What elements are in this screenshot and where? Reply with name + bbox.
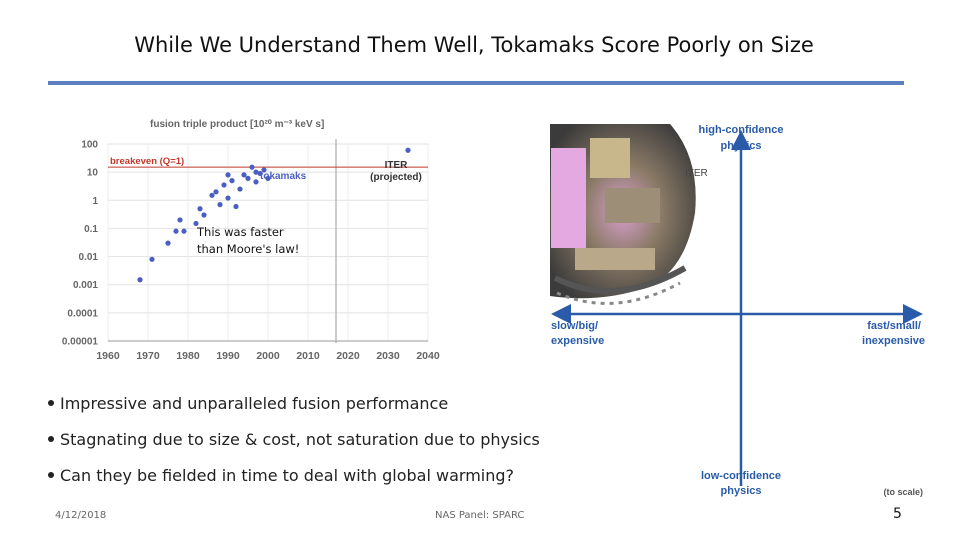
x-tick-label: 1960: [96, 350, 120, 362]
triple-product-chart: fusion triple product [10²⁰ m⁻³ keV s] 1…: [62, 119, 440, 362]
iter-projected-label: (projected): [370, 172, 422, 183]
bullet-item: Impressive and unparalleled fusion perfo…: [48, 394, 448, 413]
tokamak-data-point: [225, 195, 231, 201]
top-label-2: physics: [721, 140, 762, 152]
footer-date: 4/12/2018: [55, 510, 107, 521]
tokamak-data-point: [181, 228, 187, 234]
right-label-2: inexpensive: [862, 335, 925, 347]
bottom-label-1: low-confidence: [701, 470, 781, 482]
bullet-item: Stagnating due to size & cost, not satur…: [48, 430, 540, 449]
callout-line-2: than Moore's law!: [197, 242, 299, 256]
data-points: [137, 147, 411, 283]
tokamak-data-point: [265, 175, 271, 181]
tokamak-data-point: [137, 277, 143, 283]
iter-tokamak-cutaway-icon: [550, 124, 696, 305]
tokamak-data-point: [217, 202, 223, 208]
title-divider: [48, 81, 904, 85]
tokamak-data-point: [225, 172, 231, 178]
x-tick-label: 2020: [336, 350, 360, 362]
tokamak-data-point: [253, 169, 259, 175]
bullet-text: Can they be fielded in time to deal with…: [60, 466, 515, 485]
tokamak-data-point: [193, 220, 199, 227]
bullet-item: Can they be fielded in time to deal with…: [48, 466, 514, 485]
bullet-dot-icon: [48, 471, 54, 478]
chart-annotations: tokamaks ITER(projected) This was faster th…: [196, 160, 422, 256]
scale-note: (to scale): [883, 487, 923, 497]
tokamak-data-point: [177, 217, 183, 223]
y-tick-label: 0.01: [79, 252, 99, 263]
x-tick-label: 1970: [136, 350, 160, 362]
breakeven-label: breakeven (Q=1): [110, 156, 184, 167]
y-tick-label: 0.00001: [62, 337, 99, 348]
x-tick-label: 2010: [296, 350, 320, 362]
chart-grid: [107, 139, 429, 343]
left-label-1: slow/big/: [551, 320, 598, 332]
tokamak-data-point: [249, 164, 255, 170]
y-tick-label: 0.0001: [67, 308, 98, 319]
y-tick-label: 100: [81, 140, 98, 151]
right-label-1: fast/small/: [867, 320, 921, 332]
slide-title: While We Understand Them Well, Tokamaks …: [134, 33, 814, 57]
tokamak-data-point: [233, 203, 239, 210]
y-tick-label: 1: [92, 196, 98, 207]
top-label-1: high-confidence: [699, 124, 784, 136]
tokamak-data-point: [245, 175, 251, 181]
x-tick-label: 2030: [376, 350, 400, 362]
tokamak-data-point: [213, 189, 219, 195]
left-label-2: expensive: [551, 335, 604, 347]
tokamak-data-point: [241, 172, 247, 178]
x-tick-labels: 1960 1970 1980 1990 2000 2010 2020 2030 2040: [96, 350, 440, 362]
bullet-text: Impressive and unparalleled fusion perfo…: [60, 394, 449, 413]
callout-line-1: This was faster: [196, 225, 284, 239]
bottom-label-2: physics: [721, 485, 762, 497]
tokamak-data-point: [209, 192, 215, 198]
footer-center: NAS Panel: SPARC: [435, 510, 525, 521]
x-tick-label: 2000: [256, 350, 280, 362]
y-tick-label: 10: [87, 168, 99, 179]
bullet-dot-icon: [48, 399, 54, 406]
y-tick-label: 0.1: [84, 224, 98, 235]
tokamak-data-point: [149, 256, 155, 262]
size-confidence-quadrant: high-confidence physics low-confidence p…: [550, 124, 925, 497]
page-number: 5: [893, 506, 902, 522]
tokamak-data-point: [237, 186, 243, 192]
tokamak-data-point: [173, 228, 179, 234]
tokamaks-label: tokamaks: [260, 171, 307, 182]
tokamak-data-point: [257, 170, 263, 177]
reference-lines: breakeven (Q=1): [108, 156, 428, 168]
tokamak-data-point: [201, 212, 207, 218]
tokamak-data-point: [165, 240, 171, 246]
x-tick-label: 2040: [416, 350, 440, 362]
iter-image-label: ITER: [685, 168, 708, 179]
tokamak-data-point: [221, 182, 227, 188]
y-tick-labels: 100 10 1 0.1 0.01 0.001 0.0001 0.00001: [62, 140, 99, 348]
tokamak-data-point: [253, 179, 259, 185]
tokamak-data-point: [229, 178, 235, 184]
bullet-dot-icon: [48, 435, 54, 442]
tokamak-data-point: [261, 167, 267, 173]
tokamak-data-point: [197, 206, 203, 212]
chart-title: fusion triple product [10²⁰ m⁻³ keV s]: [150, 119, 324, 130]
iter-label: ITER: [385, 160, 409, 171]
y-tick-label: 0.001: [73, 280, 98, 291]
bullet-text: Stagnating due to size & cost, not satur…: [60, 430, 540, 449]
iter-data-point: [405, 147, 411, 153]
x-tick-label: 1990: [216, 350, 240, 362]
x-tick-label: 1980: [176, 350, 200, 362]
